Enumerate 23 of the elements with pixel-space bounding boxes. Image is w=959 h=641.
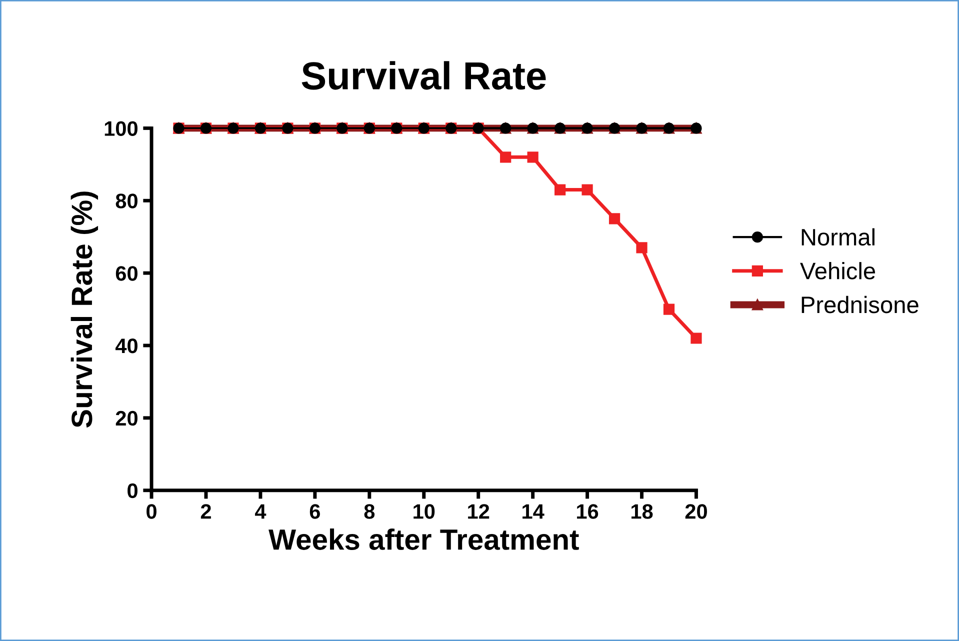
x-tick-label: 8: [364, 504, 375, 519]
y-tick-label: 100: [104, 121, 138, 136]
y-tick-label: 80: [116, 194, 138, 208]
x-tick-label: 2: [200, 504, 211, 519]
x-tick-label: 10: [414, 504, 435, 519]
x-tick-label: 14: [522, 504, 544, 519]
y-tick-label: 20: [116, 410, 138, 426]
y-axis-title: Survival Rate (%): [70, 192, 98, 428]
legend-label: Vehicle: [800, 262, 876, 280]
y-tick-label: 60: [116, 266, 138, 281]
legend-label: Prednisone: [802, 296, 918, 314]
x-tick-label: 6: [310, 504, 320, 519]
x-tick-label: 12: [468, 504, 490, 519]
x-axis-title: Weeks after Treatment: [268, 528, 579, 550]
x-tick-label: 20: [685, 504, 707, 519]
legend-label: Normal: [802, 228, 874, 246]
x-tick-label: 16: [577, 504, 598, 519]
y-tick-label: 40: [115, 338, 138, 354]
x-tick-label: 0: [146, 504, 156, 519]
chart-title: Survival Rate: [302, 61, 546, 90]
x-tick-label: 4: [254, 504, 266, 519]
x-tick-label: 18: [631, 504, 653, 519]
y-tick-label: 0: [128, 483, 138, 498]
